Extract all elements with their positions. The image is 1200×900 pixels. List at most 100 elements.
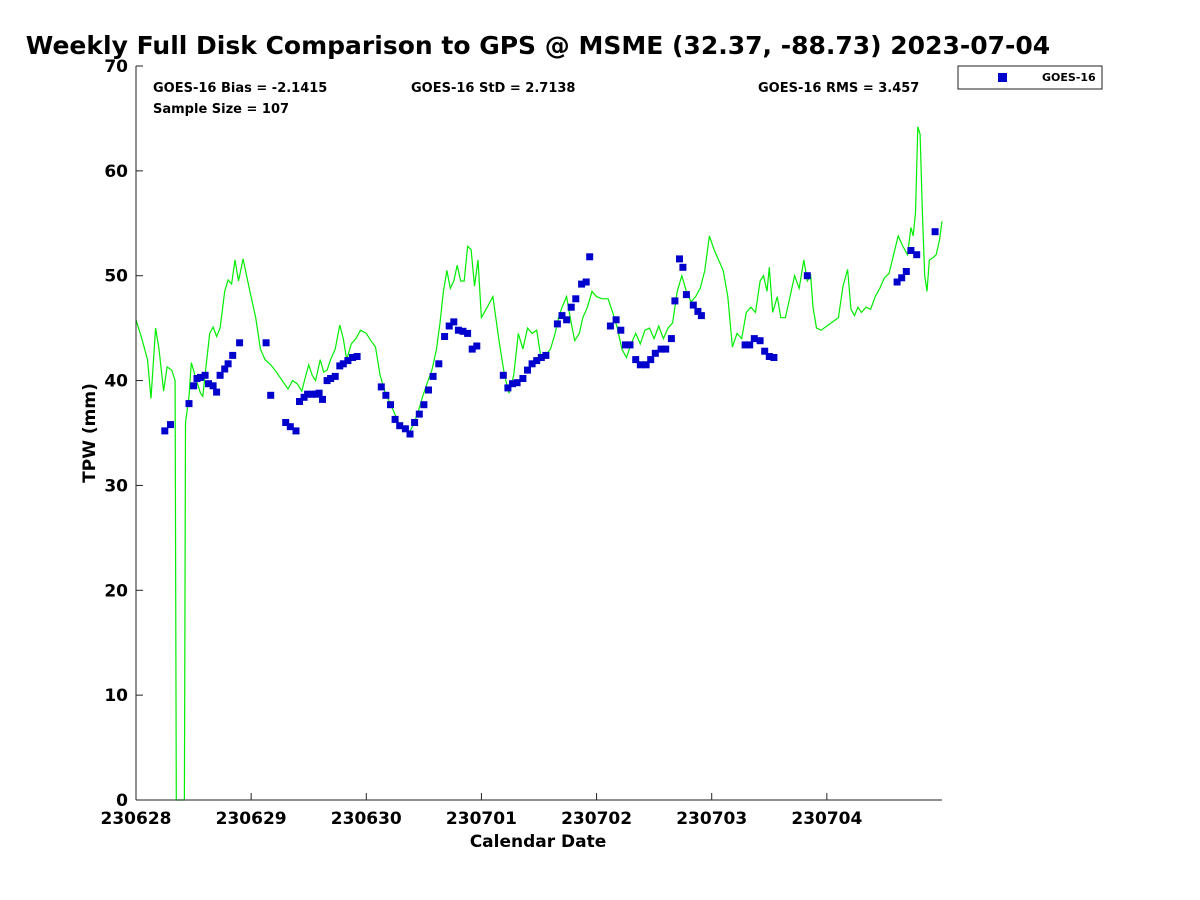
goes-data-point [167, 421, 174, 429]
y-tick-label: 60 [104, 162, 128, 182]
legend-box [957, 65, 1103, 90]
goes-data-point [391, 415, 399, 423]
goes-data-point [617, 326, 625, 334]
goes-data-point [286, 423, 294, 431]
goes-data-point [770, 354, 778, 361]
goes-data-point [425, 386, 432, 394]
legend: GOES-16 [957, 65, 1103, 90]
goes-data-point [229, 351, 237, 359]
goes-data-point [893, 278, 901, 286]
goes-data-point [682, 291, 690, 299]
goes-data-point [353, 353, 361, 360]
goes-data-point [528, 360, 536, 368]
goes-data-point [459, 327, 467, 335]
goes-data-point [606, 322, 614, 330]
goes-data-point [671, 297, 679, 305]
goes-data-point [319, 395, 326, 403]
sample-size-stat: Sample Size = 107 [153, 102, 289, 117]
goes-data-point [382, 391, 390, 399]
goes-data-point [473, 342, 481, 350]
goes-data-point [803, 272, 811, 280]
goes-data-point [761, 347, 769, 355]
goes-data-point [415, 410, 423, 418]
goes-data-point [339, 360, 347, 368]
y-tick-label: 50 [104, 267, 128, 287]
goes-data-point [667, 335, 675, 343]
y-ticks: 0 10 20 30 40 50 60 70 [104, 57, 143, 811]
goes-data-point [563, 316, 571, 324]
goes-data-point [161, 427, 169, 435]
goes-data-point [572, 295, 580, 303]
goes-data-point [898, 274, 906, 282]
x-tick-label: 230630 [331, 809, 402, 829]
goes-data-point [657, 345, 665, 353]
goes-data-point [756, 337, 764, 345]
goes-data-point [676, 255, 683, 263]
bias-stat: GOES-16 Bias = -2.1415 [153, 81, 327, 96]
goes-data-point [435, 360, 443, 368]
goes-data-point [327, 375, 335, 382]
goes-data-point [450, 318, 458, 326]
goes-data-point [626, 341, 634, 349]
goes-data-point [236, 339, 244, 347]
goes-data-point [582, 278, 590, 286]
goes-data-point [387, 401, 394, 409]
chart-title: Weekly Full Disk Comparison to GPS @ MSM… [26, 31, 1050, 60]
goes-data-point [567, 303, 575, 311]
goes-data-point [647, 356, 655, 364]
y-tick-label: 30 [104, 476, 128, 496]
goes-data-point [429, 372, 437, 380]
goes-data-point [694, 307, 702, 315]
goes-data-point [216, 371, 224, 379]
legend-marker-goes [998, 73, 1007, 82]
goes-data-point [553, 320, 561, 328]
goes-data-point [185, 400, 193, 408]
goes-data-point [331, 372, 339, 380]
goes-data-point [765, 353, 773, 360]
x-ticks: 230628 230629 230630 230701 230702 230703 2307… [101, 793, 863, 829]
goes-data-point [420, 401, 428, 409]
goes-data-point [636, 361, 644, 369]
y-tick-label: 40 [104, 372, 128, 392]
goes-data-point [315, 389, 323, 397]
x-tick-label: 230703 [676, 809, 747, 829]
goes-data-point [542, 351, 550, 359]
goes-data-point [621, 341, 629, 349]
goes-data-point [499, 371, 507, 379]
goes-data-point [224, 360, 232, 368]
goes-data-point [213, 388, 221, 396]
goes-data-point [558, 312, 566, 320]
goes-data-point [445, 322, 453, 330]
goes-data-point [519, 375, 527, 382]
goes-data-point [267, 391, 275, 399]
goes-data-point [578, 280, 586, 288]
gps-line-layer [135, 126, 943, 801]
x-tick-label: 230702 [561, 809, 632, 829]
goes-data-point [262, 339, 270, 347]
goes-data-point [931, 228, 939, 236]
goes-data-point [296, 398, 303, 405]
goes-data-point [689, 301, 697, 309]
goes-data-point [205, 380, 212, 388]
x-tick-label: 230704 [791, 809, 862, 829]
goes-data-point [464, 329, 472, 337]
goes-data-point [344, 357, 352, 365]
goes-data-point [406, 430, 414, 438]
goes-data-point [537, 354, 545, 361]
gps-series-line [135, 126, 943, 801]
goes-data-point [913, 251, 921, 259]
goes-data-point [349, 354, 356, 361]
x-tick-label: 230628 [101, 809, 172, 829]
goes-data-point [524, 366, 531, 374]
goes-data-point [651, 349, 659, 357]
goes-data-point [201, 371, 209, 379]
x-tick-label: 230629 [216, 809, 287, 829]
goes-data-point [612, 316, 620, 324]
axes: 0 10 20 30 40 50 60 70 230628 230629 230630 230701… [101, 57, 942, 829]
y-tick-label: 10 [104, 686, 128, 706]
goes-data-point [586, 253, 594, 261]
goes-data-point [902, 268, 910, 275]
goes-data-point [632, 356, 640, 364]
goes-data-point [454, 326, 462, 334]
